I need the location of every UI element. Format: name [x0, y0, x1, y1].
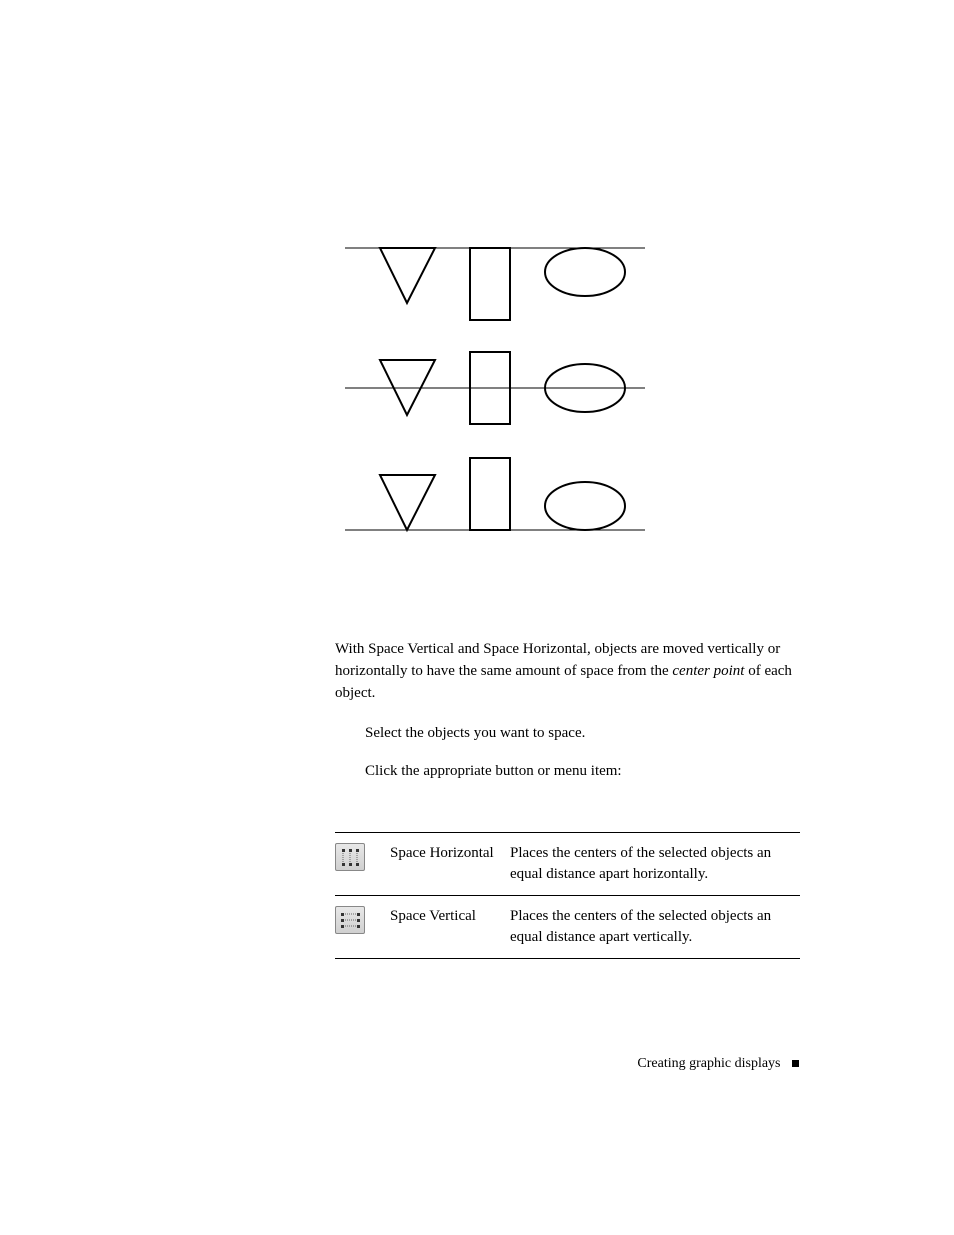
- space-horizontal-icon: [335, 843, 365, 871]
- space-vertical-icon: [335, 906, 365, 934]
- spacing-options-table: Space Horizontal Places the centers of t…: [335, 832, 800, 959]
- option-description: Places the centers of the selected objec…: [510, 833, 800, 896]
- option-description: Places the centers of the selected objec…: [510, 896, 800, 959]
- step-2: Click the appropriate button or menu ite…: [365, 760, 800, 783]
- option-label: Space Horizontal: [390, 833, 510, 896]
- step-1: Select the objects you want to space.: [365, 722, 800, 745]
- footer-bullet-icon: [792, 1060, 799, 1067]
- alignment-diagram: [345, 240, 645, 540]
- table-row: Space Horizontal Places the centers of t…: [335, 833, 800, 896]
- page-footer: Creating graphic displays: [637, 1056, 799, 1072]
- table-row: Space Vertical Places the centers of the…: [335, 896, 800, 959]
- para-italic: center point: [672, 663, 744, 679]
- footer-text: Creating graphic displays: [637, 1056, 780, 1071]
- spacing-paragraph: With Space Vertical and Space Horizontal…: [335, 639, 800, 704]
- option-label: Space Vertical: [390, 896, 510, 959]
